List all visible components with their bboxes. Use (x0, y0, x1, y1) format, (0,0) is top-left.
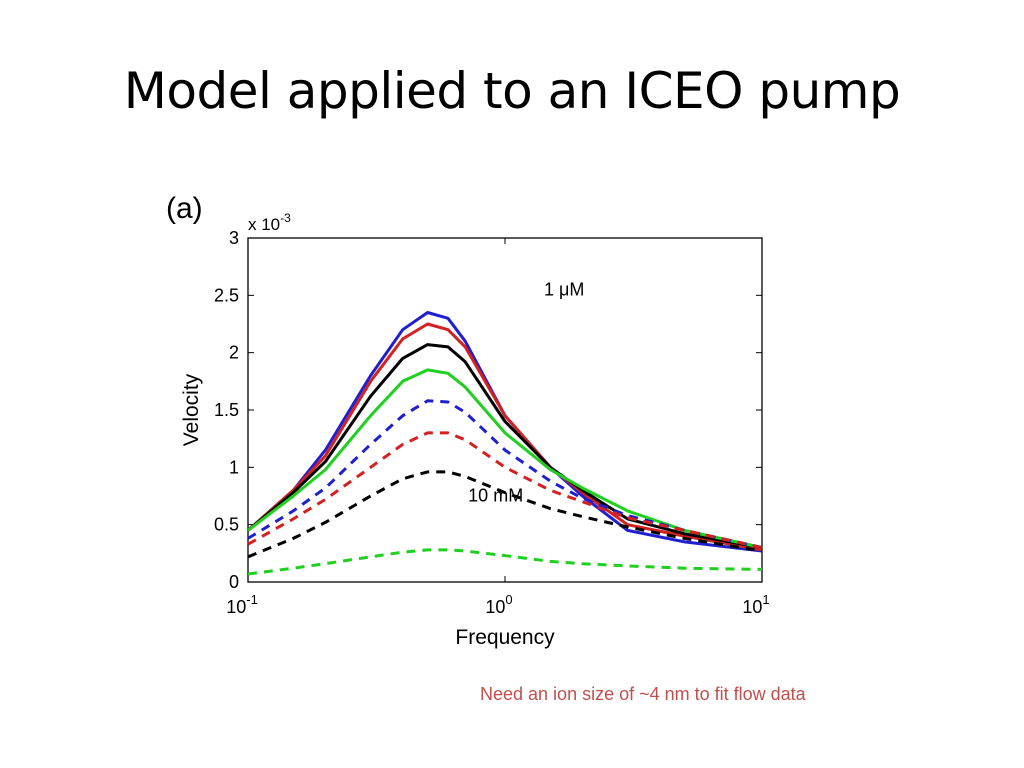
x-tick-exp: -1 (246, 592, 258, 607)
y-axis-label: Velocity (180, 373, 203, 446)
series-line-8 (247, 548, 763, 576)
series-line-3 (247, 343, 763, 550)
chart-figure: (a) x 10-3 0 0.5 1 1.5 2 2.5 3 10-1 100 101 1 μM 1… (160, 178, 800, 662)
series-line-2 (247, 322, 763, 552)
y-tick-label: 1 (229, 457, 239, 477)
panel-label: (a) (166, 192, 203, 225)
x-tick-base: 10 (485, 597, 505, 617)
x-tick-exp: 1 (762, 592, 769, 607)
y-tick-label: 3 (229, 228, 239, 248)
x-tick-label: 10-1 (226, 592, 258, 617)
annotation-label: 1 μM (544, 279, 584, 299)
series-lines (247, 311, 763, 576)
x-tick-base: 10 (226, 597, 246, 617)
y-multiplier-exp: -3 (280, 211, 291, 225)
annotation-label: 10 mM (468, 486, 523, 506)
y-tick-label: 2 (229, 343, 239, 363)
x-tick-base: 10 (742, 597, 762, 617)
x-tick-label: 100 (485, 592, 512, 617)
series-line-6 (247, 431, 763, 550)
slide-title: Model applied to an ICEO pump (123, 62, 901, 120)
x-tick-exp: 0 (505, 592, 512, 607)
x-axis-label: Frequency (455, 626, 555, 649)
footnote: Need an ion size of ~4 nm to fit flow da… (480, 684, 806, 704)
y-tick-label: 1.5 (214, 400, 239, 420)
series-line-4 (247, 368, 763, 550)
y-tick-label: 0.5 (214, 515, 239, 535)
y-tick-label: 2.5 (214, 285, 239, 305)
y-multiplier-base: x 10 (248, 215, 280, 234)
annotations: 1 μM 10 mM (468, 279, 584, 505)
x-tick-label: 101 (742, 592, 769, 617)
y-tick-label: 0 (229, 572, 239, 592)
series-line-5 (247, 399, 763, 550)
y-axis-multiplier: x 10-3 (248, 211, 291, 234)
axis-ticks (247, 237, 763, 583)
series-line-7 (247, 470, 763, 559)
